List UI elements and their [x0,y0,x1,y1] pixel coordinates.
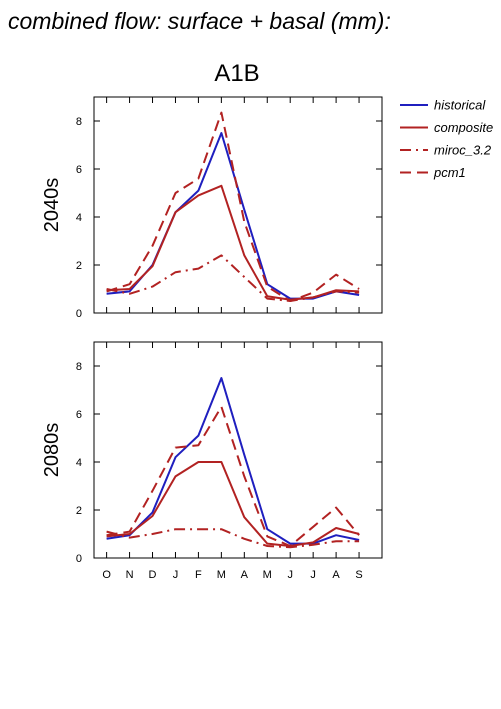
x-tick-label: S [355,569,362,581]
panel-2080s: 0 2 4 6 8 O N D J F M A M J J A S 2080s [41,341,383,581]
y-tick-label: 0 [76,308,82,320]
series-line-pcm1 [106,405,360,547]
x-tick-label: J [173,569,179,581]
x-tick-label: D [149,569,157,581]
x-tick-label: O [102,569,111,581]
legend-label-historical: historical [434,98,486,113]
y-tick-label: 4 [76,212,82,224]
series-line-miroc-3-2 [106,528,360,549]
legend-label-pcm1: pcm1 [433,165,466,180]
y-tick-label: 8 [76,116,82,128]
y-tick-label: 6 [76,164,82,176]
y-tick-label: 6 [76,409,82,421]
y-tick-label: 2 [76,260,82,272]
plot-frame [93,96,383,314]
x-tick-label: A [332,569,340,581]
x-tick-label: J [287,569,293,581]
y-axis-label: 2040s [41,178,63,233]
series-line-historical [106,377,360,545]
y-tick-label: 2 [76,505,82,517]
series-line-composite [106,184,360,301]
series-line-miroc-3-2 [106,254,360,302]
y-tick-label: 4 [76,457,82,469]
plot-frame [93,341,383,559]
legend-label-composite: composite [434,120,493,135]
y-tick-label: 0 [76,553,82,565]
x-tick-label: N [126,569,134,581]
legend: historical composite miroc_3.2 pcm1 [400,98,493,180]
y-tick-label: 8 [76,361,82,373]
page-title: combined flow: surface + basal (mm): [8,8,391,34]
x-tick-label: A [241,569,249,581]
legend-label-miroc-3-2: miroc_3.2 [434,143,492,158]
x-tick-label: M [217,569,226,581]
y-axis-label: 2080s [41,423,63,478]
x-tick-label: M [263,569,272,581]
chart-title: A1B [214,60,259,87]
series-line-pcm1 [106,111,360,302]
series-line-composite [106,461,360,547]
panel-2040s: 0 2 4 6 8 2040s [41,96,383,320]
x-tick-label: J [310,569,316,581]
x-tick-label: F [195,569,202,581]
